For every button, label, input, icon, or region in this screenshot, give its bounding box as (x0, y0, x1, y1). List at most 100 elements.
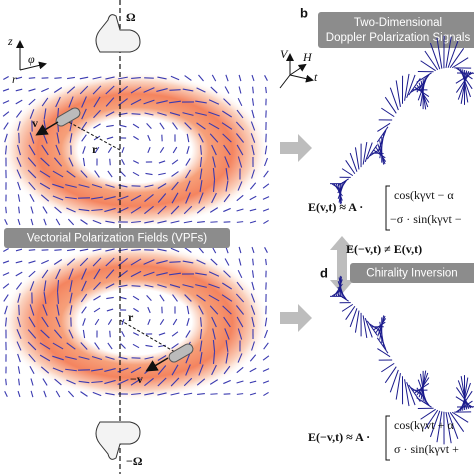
field-dash (119, 124, 127, 128)
field-dash (144, 193, 154, 203)
radius-label: r (128, 310, 134, 324)
axis-label: r (12, 72, 17, 86)
field-dash (92, 391, 102, 397)
field-dash (105, 257, 115, 267)
field-dash (43, 218, 47, 226)
field-dash (208, 99, 220, 105)
field-dash (91, 356, 103, 360)
field-dash (144, 356, 154, 360)
spiral-line (362, 141, 368, 165)
field-dash (91, 208, 103, 212)
field-dash (130, 98, 142, 106)
spiral-line (455, 72, 474, 84)
field-dash (199, 352, 203, 364)
field-dash (147, 306, 151, 314)
field-dash (15, 282, 23, 290)
field-dash (78, 356, 90, 360)
field-dash (93, 123, 101, 129)
field-dash (28, 260, 36, 264)
field-dash (66, 379, 76, 385)
field-dash (198, 305, 204, 315)
field-dash (249, 367, 257, 373)
field-dash (184, 247, 192, 253)
field-dash (68, 268, 74, 280)
field-dash (30, 206, 34, 214)
field-dash (157, 205, 167, 215)
field-dash (3, 122, 9, 130)
field-dash (200, 145, 202, 155)
field-dash (171, 331, 179, 337)
field-dash (262, 368, 270, 372)
field-dash (223, 365, 231, 375)
field-dash (16, 329, 22, 339)
field-dash (169, 272, 181, 276)
field-dash (209, 133, 219, 143)
field-dash (208, 283, 220, 289)
field-dash (28, 98, 36, 106)
field-dash (107, 170, 113, 178)
field-dash (28, 181, 36, 191)
field-dash (66, 86, 76, 94)
field-dash (235, 121, 245, 131)
field-dash (67, 218, 75, 226)
field-dash (157, 183, 167, 189)
field-dash (81, 280, 87, 292)
field-dash (185, 192, 191, 204)
field-dash (237, 328, 243, 340)
field-dash (17, 390, 21, 398)
inequality: E(−v,t) ≠ E(v,t) (346, 242, 422, 256)
field-dash (251, 74, 255, 82)
spiral-line (354, 147, 360, 170)
field-dash (29, 109, 35, 119)
field-dash (132, 343, 140, 349)
field-dash (18, 378, 20, 386)
field-dash (93, 109, 101, 119)
field-dash (80, 293, 88, 303)
field-dash (109, 330, 111, 338)
spiral-line (447, 40, 459, 68)
field-dash (211, 144, 217, 156)
field-dash (249, 380, 257, 384)
field-dash (121, 318, 125, 326)
field-dash (144, 392, 154, 396)
spiral-line (416, 387, 430, 407)
field-dash (183, 205, 193, 215)
field-dash (107, 319, 113, 325)
field-dash (237, 181, 243, 191)
field-dash (264, 145, 268, 155)
field-dash (93, 96, 101, 108)
field-dash (82, 318, 86, 326)
field-dash (199, 328, 203, 340)
field-dash (197, 392, 205, 396)
field-dash (238, 246, 242, 254)
spiral-line (460, 70, 468, 104)
field-dash (40, 329, 50, 339)
field-dash (69, 292, 73, 304)
field-dash (118, 356, 128, 360)
field-dash (185, 180, 191, 192)
field-dash (147, 146, 151, 154)
field-dash (105, 248, 115, 252)
field-dash (66, 207, 76, 213)
field-dash (66, 170, 76, 178)
field-dash (52, 355, 64, 361)
field-dash (93, 307, 101, 313)
field-dash (197, 220, 205, 224)
field-dash (225, 74, 229, 82)
field-dash (156, 260, 168, 264)
field-dash (198, 74, 204, 82)
field-dash (104, 207, 116, 213)
field-dash (185, 330, 191, 338)
field-dash (209, 305, 219, 315)
field-dash (28, 144, 36, 156)
field-dash (157, 220, 167, 224)
radius-line (119, 319, 181, 356)
field-dash (17, 353, 21, 363)
field-dash (262, 380, 270, 384)
field-dash (158, 332, 166, 336)
field-dash (15, 76, 23, 80)
field-dash (42, 304, 48, 316)
field-dash (159, 122, 165, 130)
field-dash (106, 124, 114, 128)
field-dash (251, 169, 255, 179)
